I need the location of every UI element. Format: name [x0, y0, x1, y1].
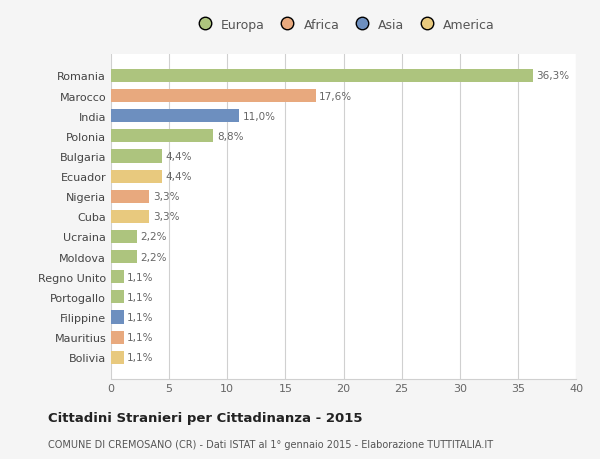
Text: 11,0%: 11,0%	[242, 112, 275, 122]
Text: 4,4%: 4,4%	[166, 151, 192, 162]
Bar	[111, 271, 124, 284]
Text: 8,8%: 8,8%	[217, 132, 243, 141]
Text: 1,1%: 1,1%	[127, 353, 154, 363]
Text: 1,1%: 1,1%	[127, 332, 154, 342]
Legend: Europa, Africa, Asia, America: Europa, Africa, Asia, America	[190, 16, 497, 34]
Text: 36,3%: 36,3%	[536, 71, 569, 81]
Text: COMUNE DI CREMOSANO (CR) - Dati ISTAT al 1° gennaio 2015 - Elaborazione TUTTITAL: COMUNE DI CREMOSANO (CR) - Dati ISTAT al…	[48, 439, 493, 449]
Bar	[111, 331, 124, 344]
Text: 1,1%: 1,1%	[127, 272, 154, 282]
Text: 4,4%: 4,4%	[166, 172, 192, 182]
Bar	[111, 291, 124, 304]
Text: 2,2%: 2,2%	[140, 252, 167, 262]
Text: 1,1%: 1,1%	[127, 312, 154, 322]
Bar	[111, 210, 149, 224]
Bar	[111, 251, 137, 263]
Bar	[111, 130, 214, 143]
Text: 3,3%: 3,3%	[153, 192, 179, 202]
Bar	[111, 150, 162, 163]
Text: 1,1%: 1,1%	[127, 292, 154, 302]
Text: 2,2%: 2,2%	[140, 232, 167, 242]
Bar	[111, 110, 239, 123]
Bar	[111, 311, 124, 324]
Text: 3,3%: 3,3%	[153, 212, 179, 222]
Text: 17,6%: 17,6%	[319, 91, 352, 101]
Bar	[111, 351, 124, 364]
Text: Cittadini Stranieri per Cittadinanza - 2015: Cittadini Stranieri per Cittadinanza - 2…	[48, 412, 362, 425]
Bar	[111, 90, 316, 103]
Bar	[111, 170, 162, 183]
Bar	[111, 70, 533, 83]
Bar	[111, 190, 149, 203]
Bar	[111, 230, 137, 243]
